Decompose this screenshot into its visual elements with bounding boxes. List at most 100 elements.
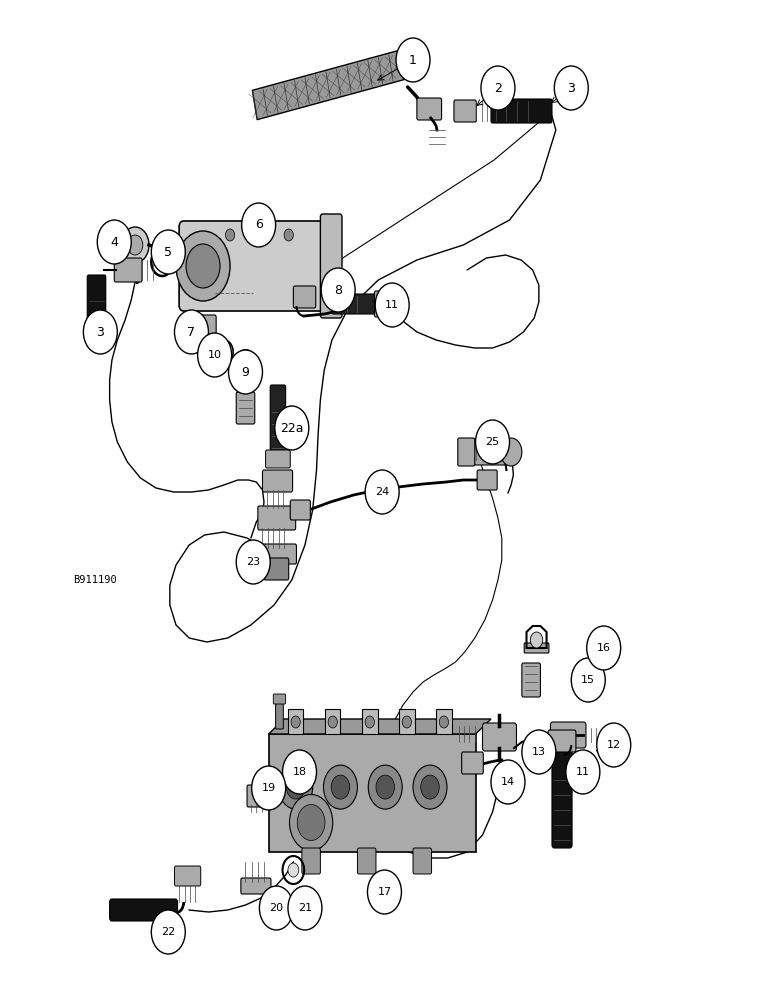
Circle shape <box>121 227 149 263</box>
FancyBboxPatch shape <box>320 214 342 318</box>
Circle shape <box>259 886 293 930</box>
FancyBboxPatch shape <box>413 848 432 874</box>
Text: 1: 1 <box>409 53 417 66</box>
Circle shape <box>229 350 262 394</box>
Circle shape <box>279 765 313 809</box>
Circle shape <box>323 765 357 809</box>
FancyBboxPatch shape <box>247 785 270 807</box>
Circle shape <box>328 716 337 728</box>
FancyBboxPatch shape <box>362 709 378 734</box>
Circle shape <box>481 66 515 110</box>
Text: 18: 18 <box>293 767 306 777</box>
Circle shape <box>566 750 600 794</box>
FancyBboxPatch shape <box>417 98 442 120</box>
Circle shape <box>554 66 588 110</box>
FancyBboxPatch shape <box>270 385 286 454</box>
Circle shape <box>284 229 293 241</box>
FancyBboxPatch shape <box>262 470 293 492</box>
Circle shape <box>439 716 449 728</box>
FancyBboxPatch shape <box>288 709 303 734</box>
FancyBboxPatch shape <box>110 899 178 921</box>
Circle shape <box>225 229 235 241</box>
Circle shape <box>240 355 251 369</box>
FancyBboxPatch shape <box>524 643 549 653</box>
Text: 23: 23 <box>246 557 260 567</box>
Circle shape <box>151 230 185 274</box>
Text: B911190: B911190 <box>73 575 117 585</box>
FancyBboxPatch shape <box>550 722 586 748</box>
FancyBboxPatch shape <box>269 734 476 852</box>
FancyBboxPatch shape <box>482 723 516 751</box>
Circle shape <box>290 794 333 850</box>
Circle shape <box>252 766 286 810</box>
Circle shape <box>587 626 621 670</box>
FancyBboxPatch shape <box>325 709 340 734</box>
Circle shape <box>236 540 270 584</box>
FancyBboxPatch shape <box>256 544 296 564</box>
FancyBboxPatch shape <box>258 506 296 530</box>
Text: 4: 4 <box>110 235 118 248</box>
Circle shape <box>321 268 355 312</box>
FancyBboxPatch shape <box>491 99 552 123</box>
Text: 17: 17 <box>378 887 391 897</box>
Circle shape <box>198 333 232 377</box>
FancyBboxPatch shape <box>273 694 286 704</box>
FancyBboxPatch shape <box>332 294 378 314</box>
FancyBboxPatch shape <box>241 878 271 894</box>
Circle shape <box>530 632 543 648</box>
Circle shape <box>413 765 447 809</box>
Text: 13: 13 <box>532 747 546 757</box>
FancyBboxPatch shape <box>458 438 475 466</box>
Circle shape <box>176 231 230 301</box>
FancyBboxPatch shape <box>477 470 497 490</box>
FancyBboxPatch shape <box>290 500 310 520</box>
Circle shape <box>297 804 325 840</box>
Circle shape <box>402 716 411 728</box>
Circle shape <box>151 910 185 954</box>
FancyBboxPatch shape <box>179 221 331 311</box>
Text: 2: 2 <box>494 82 502 95</box>
FancyBboxPatch shape <box>462 752 483 774</box>
Text: 25: 25 <box>486 437 499 447</box>
Circle shape <box>367 870 401 914</box>
Text: 3: 3 <box>96 326 104 338</box>
Text: 20: 20 <box>269 903 283 913</box>
Circle shape <box>396 38 430 82</box>
Circle shape <box>522 730 556 774</box>
Circle shape <box>83 310 117 354</box>
Text: 22a: 22a <box>280 422 303 434</box>
Circle shape <box>242 203 276 247</box>
Bar <box>252 50 404 120</box>
FancyBboxPatch shape <box>374 291 391 317</box>
FancyBboxPatch shape <box>436 709 452 734</box>
Circle shape <box>288 863 299 877</box>
Text: 19: 19 <box>262 783 276 793</box>
Text: 11: 11 <box>385 300 399 310</box>
Text: 11: 11 <box>576 767 590 777</box>
FancyBboxPatch shape <box>522 663 540 697</box>
FancyBboxPatch shape <box>114 258 142 282</box>
FancyBboxPatch shape <box>552 747 572 848</box>
Text: 8: 8 <box>334 284 342 296</box>
FancyBboxPatch shape <box>174 866 201 886</box>
Circle shape <box>376 775 394 799</box>
Text: 12: 12 <box>607 740 621 750</box>
Circle shape <box>500 438 522 466</box>
Circle shape <box>156 254 168 270</box>
Text: 5: 5 <box>164 245 172 258</box>
Text: 7: 7 <box>188 326 195 338</box>
FancyBboxPatch shape <box>454 100 476 122</box>
Circle shape <box>365 716 374 728</box>
Circle shape <box>421 775 439 799</box>
Text: 6: 6 <box>255 219 262 232</box>
FancyBboxPatch shape <box>399 709 415 734</box>
FancyBboxPatch shape <box>302 848 320 874</box>
Text: 3: 3 <box>567 82 575 95</box>
Circle shape <box>97 220 131 264</box>
Text: 16: 16 <box>597 643 611 653</box>
FancyBboxPatch shape <box>264 558 289 580</box>
Circle shape <box>283 750 317 794</box>
Circle shape <box>571 658 605 702</box>
Circle shape <box>291 716 300 728</box>
Circle shape <box>375 283 409 327</box>
